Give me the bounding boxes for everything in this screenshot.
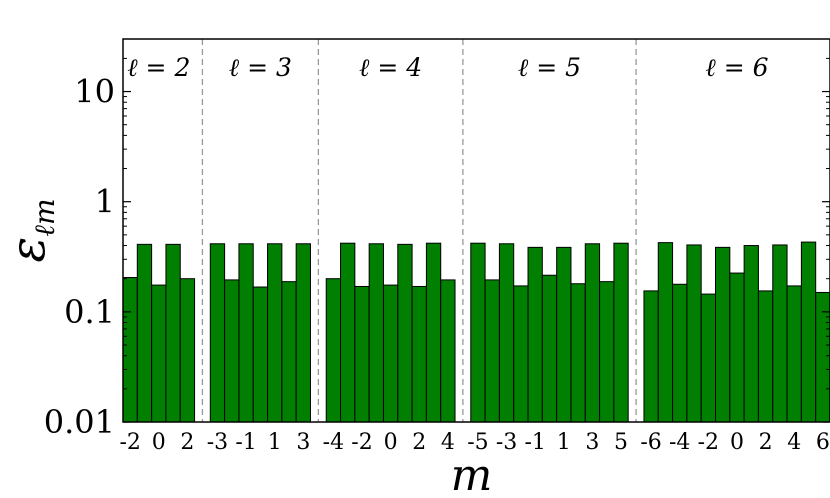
bar-l5-m4 <box>599 281 615 423</box>
bar-l6-m5 <box>800 241 817 423</box>
bar-l5-m-5 <box>470 242 486 423</box>
x-tick-label: 6 <box>816 430 830 455</box>
bar-l4-m3 <box>425 242 442 423</box>
y-axis-label-subscript: ℓm <box>28 199 61 237</box>
x-tick-label: -5 <box>467 430 488 455</box>
bar-l2-m0 <box>151 284 167 423</box>
bar-l6-m3 <box>772 244 788 423</box>
bar-l3-m-1 <box>238 243 254 423</box>
y-axis: 0.01 0.1 1 10 <box>44 38 830 441</box>
x-tick-label: 4 <box>441 430 455 455</box>
bar-l3-m0 <box>252 286 269 423</box>
y-tick-label: 0.1 <box>64 293 115 331</box>
x-tick-label: -2 <box>698 430 719 455</box>
bar-l6-m-3 <box>686 244 702 423</box>
bar-l2-m1 <box>165 243 181 423</box>
x-tick-label: -2 <box>351 430 372 455</box>
x-tick-label: 1 <box>268 430 282 455</box>
x-axis: -2 0 2 -3 -1 1 3 -4 -2 0 2 4 -5 -3 -1 1 3 5 -6 -4 -2 0 2 4 6 <box>119 430 829 455</box>
bar-l4-m2 <box>411 285 427 423</box>
y-tick-label: 10 <box>74 73 115 111</box>
x-tick-label: 2 <box>759 430 773 455</box>
x-tick-label: 2 <box>412 430 426 455</box>
x-tick-label: 4 <box>787 430 801 455</box>
bar-l6-m-1 <box>715 246 731 423</box>
bar-l6-m-6 <box>643 290 659 423</box>
x-tick-label: -3 <box>496 430 517 455</box>
bar-l6-m1 <box>743 245 759 423</box>
group-dividers <box>201 39 637 422</box>
y-axis-label-main: ε <box>0 237 56 263</box>
x-tick-label: -6 <box>640 430 661 455</box>
x-tick-label: 0 <box>730 430 744 455</box>
bar-l3-m-2 <box>224 279 240 423</box>
x-tick-label: 3 <box>296 430 310 455</box>
x-tick-label: -1 <box>524 430 545 455</box>
x-tick-label: 2 <box>180 430 194 455</box>
bar-l6-m2 <box>757 290 774 423</box>
group-labels: ℓ = 2 ℓ = 3 ℓ = 4 ℓ = 5 ℓ = 6 <box>127 53 768 82</box>
bar-l5-m-4 <box>484 279 500 423</box>
x-axis-label: m <box>451 450 493 498</box>
group-label: ℓ = 4 <box>359 53 422 82</box>
x-tick-label: -4 <box>323 430 344 455</box>
bar-l5-m-1 <box>527 246 543 423</box>
bar-l6-m4 <box>786 285 802 423</box>
bar-l2-m-1 <box>136 243 153 423</box>
bar-l3-m-3 <box>209 243 226 423</box>
bar-l6-m-2 <box>700 293 717 423</box>
group-label: ℓ = 3 <box>229 53 292 82</box>
group-label: ℓ = 5 <box>518 53 581 82</box>
bar-l5-m3 <box>584 243 601 423</box>
bar-l4-m-2 <box>354 285 370 423</box>
y-tick-label: 1 <box>95 183 115 221</box>
bar-l2-m2 <box>179 278 196 423</box>
group-label: ℓ = 6 <box>705 53 768 82</box>
x-tick-label: 0 <box>152 430 166 455</box>
y-axis-label: εℓm <box>0 199 61 263</box>
x-tick-label: 5 <box>614 430 628 455</box>
bar-l3-m3 <box>295 243 311 423</box>
x-tick-label: 0 <box>384 430 398 455</box>
bar-l4-m-3 <box>340 242 356 423</box>
bar-l5-m-2 <box>513 285 529 423</box>
bar-l3-m1 <box>267 243 283 423</box>
plot-frame <box>122 38 830 423</box>
bar-l3-m2 <box>281 281 297 423</box>
bar-l4-m4 <box>440 279 456 423</box>
bar-l5-m-3 <box>498 243 515 423</box>
x-tick-label: -3 <box>207 430 228 455</box>
x-tick-label: -1 <box>235 430 256 455</box>
bar-l4-m0 <box>382 284 399 423</box>
bar-l4-m-1 <box>368 243 384 423</box>
bar-l6-m-5 <box>657 242 674 423</box>
bar-l5-m2 <box>570 283 586 423</box>
bar-l5-m0 <box>541 274 558 423</box>
x-tick-label: -4 <box>669 430 690 455</box>
bar-l2-m-2 <box>122 277 138 423</box>
bar-l4-m-4 <box>325 278 342 423</box>
bars <box>122 241 830 423</box>
bar-l6-m0 <box>729 272 745 423</box>
x-tick-label: 1 <box>557 430 571 455</box>
x-tick-label: 3 <box>585 430 599 455</box>
y-tick-label: 0.01 <box>44 403 115 441</box>
bar-l6-m-4 <box>672 283 688 423</box>
bar-l5-m1 <box>556 246 572 423</box>
bar-l5-m5 <box>613 242 629 423</box>
x-tick-label: -2 <box>119 430 140 455</box>
bar-l4-m1 <box>397 243 413 423</box>
group-label: ℓ = 2 <box>127 53 190 82</box>
